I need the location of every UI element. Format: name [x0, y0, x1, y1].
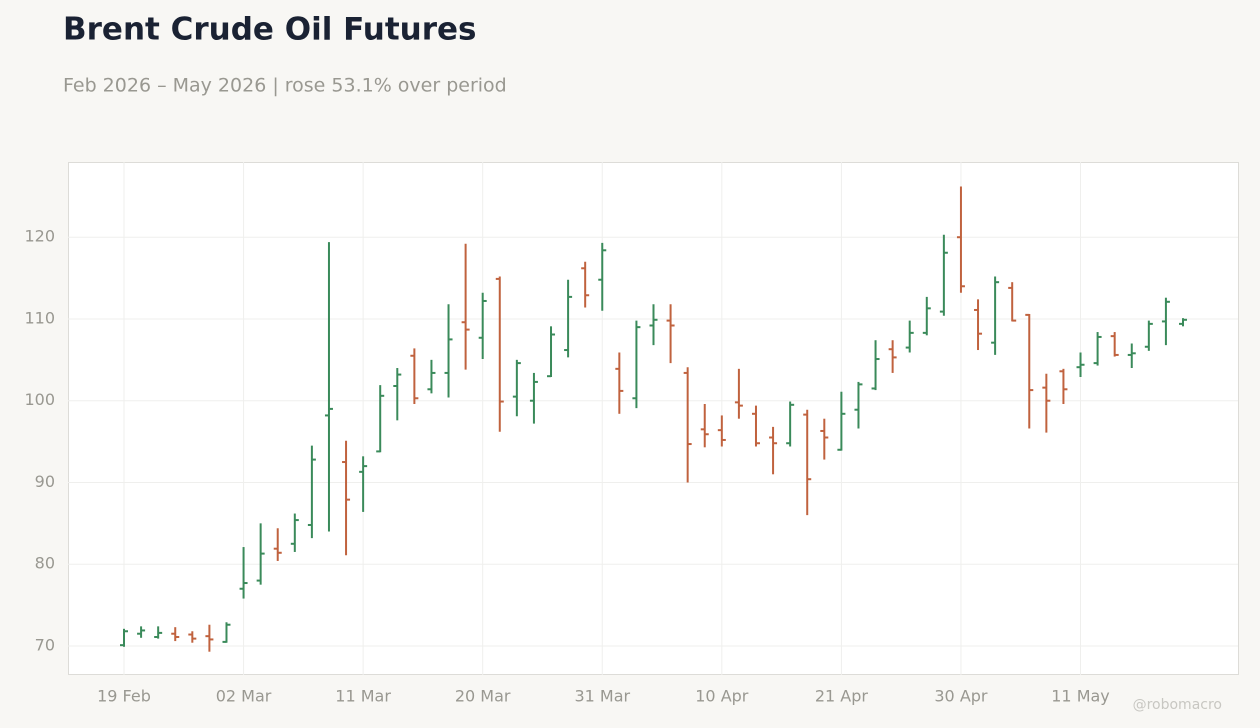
plot-area	[68, 162, 1239, 675]
chart-title: Brent Crude Oil Futures	[63, 12, 477, 48]
watermark: @robomacro	[1133, 697, 1222, 713]
x-tick-label: 21 Apr	[815, 687, 869, 706]
x-tick-label: 11 Mar	[335, 687, 391, 706]
x-tick-label: 19 Feb	[97, 687, 151, 706]
chart-subtitle: Feb 2026 – May 2026 | rose 53.1% over pe…	[63, 75, 507, 97]
y-tick-label: 90	[35, 472, 55, 491]
x-tick-label: 02 Mar	[216, 687, 272, 706]
y-tick-label: 80	[35, 554, 55, 573]
y-tick-label: 100	[24, 390, 55, 409]
y-tick-label: 110	[24, 308, 55, 327]
y-tick-label: 70	[35, 635, 55, 654]
y-tick-label: 120	[24, 227, 55, 246]
x-tick-label: 20 Mar	[455, 687, 511, 706]
x-tick-label: 11 May	[1051, 687, 1110, 706]
x-tick-label: 31 Mar	[574, 687, 630, 706]
x-tick-label: 10 Apr	[695, 687, 749, 706]
x-tick-label: 30 Apr	[934, 687, 988, 706]
